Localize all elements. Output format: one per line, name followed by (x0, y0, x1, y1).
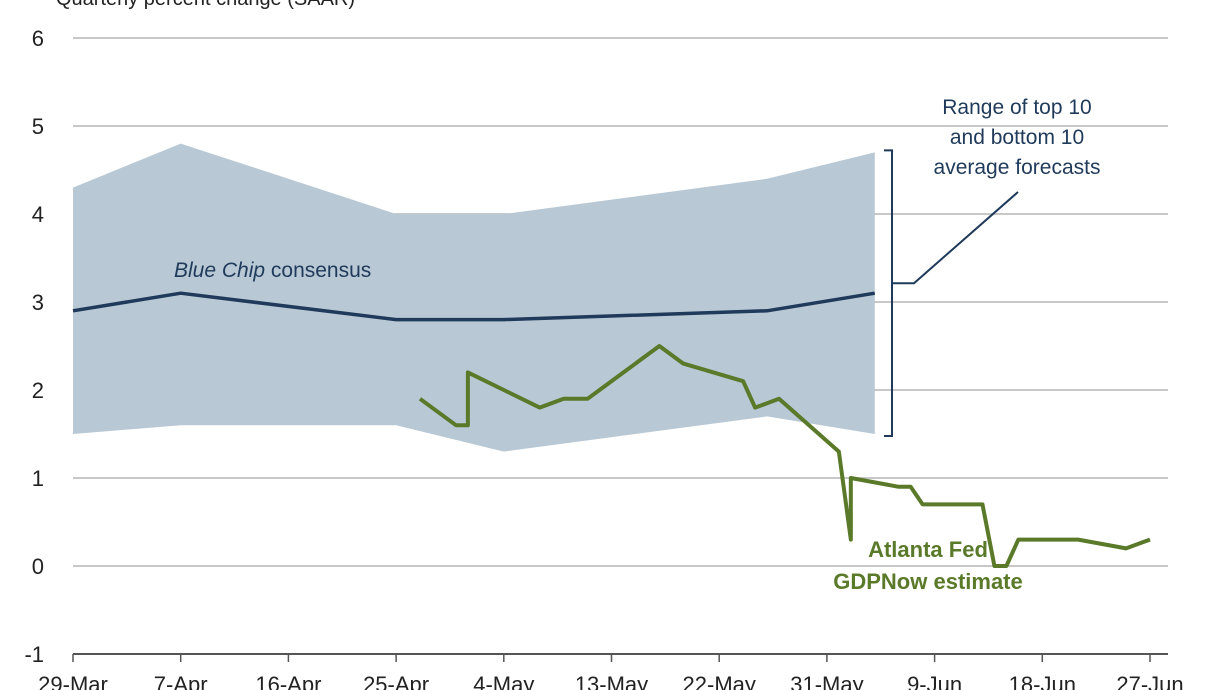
x-tick-label: 18-Jun (1009, 672, 1076, 690)
series-lines (72, 291, 1151, 568)
x-tick-label: 31-May (790, 672, 863, 690)
range-leader-line (892, 191, 1019, 285)
annotations: Blue Chip consensus Atlanta Fed GDPNow est… (174, 96, 1100, 594)
y-tick-label: 5 (32, 114, 44, 139)
gdpnow-estimate-line (418, 344, 1151, 568)
x-tick-label: 29-Mar (38, 672, 108, 690)
y-tick-label: -1 (24, 642, 44, 667)
x-tick-labels: 29-Mar 7-Apr 16-Apr 25-Apr 4-May 13-May 22-May… (38, 654, 1184, 690)
y-tick-label: 3 (32, 290, 44, 315)
x-tick-label: 22-May (683, 672, 756, 690)
range-band (73, 143, 875, 452)
range-label-line: Range of top 10 (942, 96, 1091, 119)
gdpnow-label-line1: Atlanta Fed (868, 537, 988, 562)
x-tick-label: 25-Apr (363, 672, 429, 690)
x-tick-label: 16-Apr (255, 672, 321, 690)
forecast-range-band (73, 143, 875, 452)
y-tick-label: 2 (32, 378, 44, 403)
gdpnow-label-line2: GDPNow estimate (833, 569, 1023, 594)
y-tick-label: 4 (32, 202, 44, 227)
y-tick-labels: -1 0 1 2 3 4 5 6 (24, 26, 44, 667)
y-tick-label: 0 (32, 554, 44, 579)
blue-chip-label: Blue Chip consensus (174, 259, 371, 282)
range-label-line: average forecasts (934, 156, 1101, 179)
x-tick-label: 9-Jun (907, 672, 962, 690)
x-tick-label: 4-May (473, 672, 534, 690)
x-tick-label: 7-Apr (154, 672, 208, 690)
range-bracket (884, 149, 893, 437)
x-tick-label: 27-Jun (1116, 672, 1183, 690)
y-axis-label: Quarterly percent change (SAAR) (56, 0, 355, 10)
range-label-line: and bottom 10 (950, 126, 1084, 149)
blue-chip-consensus-line (72, 291, 876, 322)
y-tick-label: 1 (32, 466, 44, 491)
y-tick-label: 6 (32, 26, 44, 51)
x-tick-label: 13-May (575, 672, 648, 690)
